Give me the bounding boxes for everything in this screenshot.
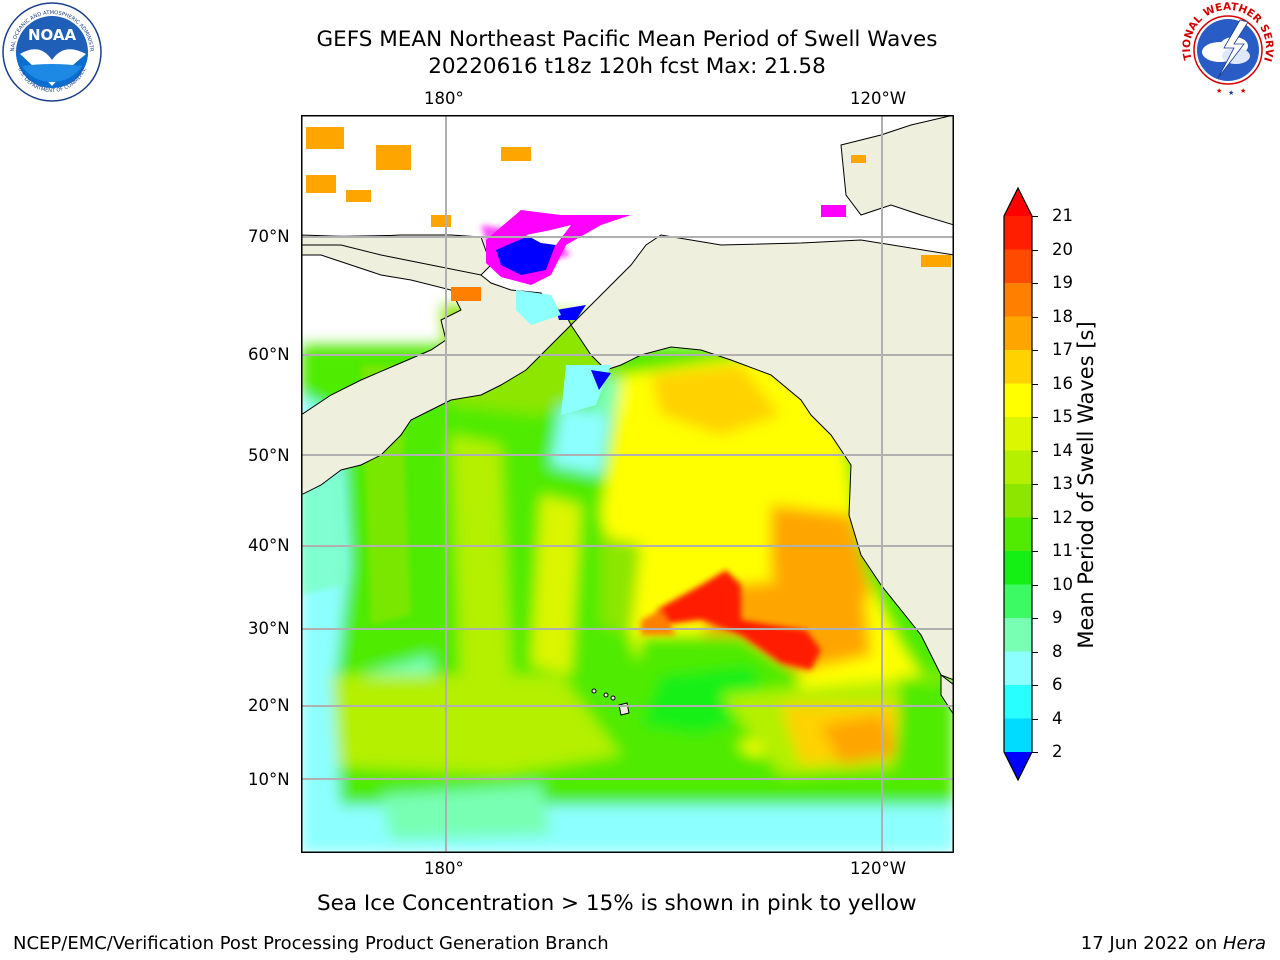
lat-label-70n: 70°N xyxy=(248,227,290,246)
colorbar-tick-label: 20 xyxy=(1052,239,1073,259)
colorbar-segment xyxy=(1004,551,1032,585)
sea-ice-caption: Sea Ice Concentration > 15% is shown in … xyxy=(317,891,917,916)
map-title: GEFS MEAN Northeast Pacific Mean Period … xyxy=(316,27,938,52)
bottom-lon-label-180: 180° xyxy=(424,859,464,878)
colorbar-segment xyxy=(1004,417,1032,451)
colorbar-segment xyxy=(1004,316,1032,351)
colorbar-tick-label: 19 xyxy=(1052,273,1073,292)
footer-left: NCEP/EMC/Verification Post Processing Pr… xyxy=(13,933,609,954)
colorbar-tick-mark xyxy=(1032,283,1038,284)
colorbar-top-triangle xyxy=(1004,188,1032,216)
colorbar-tick-label: 10 xyxy=(1052,574,1073,594)
colorbar-segment xyxy=(1004,350,1032,384)
svg-text:★: ★ xyxy=(1228,89,1234,97)
colorbar-segment xyxy=(1004,718,1032,753)
colorbar-bottom-triangle xyxy=(1004,752,1032,780)
colorbar-tick-label: 14 xyxy=(1052,440,1073,460)
colorbar-tick-mark xyxy=(1032,216,1038,217)
colorbar-tick-mark xyxy=(1032,752,1038,753)
colorbar-tick-mark xyxy=(1032,584,1038,586)
colorbar-segment xyxy=(1004,484,1032,518)
colorbar-tick-mark xyxy=(1032,618,1038,619)
colorbar-tick-mark xyxy=(1032,517,1038,519)
colorbar-tick-label: 15 xyxy=(1052,407,1073,426)
colorbar-segment xyxy=(1004,216,1032,250)
lat-label-20n: 20°N xyxy=(248,696,290,715)
colorbar-segment xyxy=(1004,249,1032,284)
colorbar-tick-label: 6 xyxy=(1052,675,1063,694)
colorbar-tick-mark xyxy=(1032,651,1038,653)
bottom-lon-label-120w: 120°W xyxy=(850,859,907,878)
colorbar-tick-label: 21 xyxy=(1052,206,1073,225)
top-lon-label-180: 180° xyxy=(424,89,464,108)
lat-label-60n: 60°N xyxy=(248,345,290,364)
top-lon-label-120w: 120°W xyxy=(850,89,907,108)
lat-label-10n: 10°N xyxy=(248,770,290,789)
colorbar-segment xyxy=(1004,584,1032,619)
colorbar-segment xyxy=(1004,383,1032,418)
colorbar-label: Mean Period of Swell Waves [s] xyxy=(1074,321,1098,649)
footer-right: 17 Jun 2022 on Hera xyxy=(1081,933,1266,954)
colorbar-segment xyxy=(1004,517,1032,552)
noaa-logo-text: NOAA xyxy=(28,26,77,44)
colorbar-tick-mark xyxy=(1032,450,1038,452)
colorbar-tick-label: 16 xyxy=(1052,373,1073,393)
colorbar-tick-label: 2 xyxy=(1052,742,1063,761)
sea-ice-patches xyxy=(306,127,951,415)
colorbar-segment xyxy=(1004,283,1032,317)
colorbar-tick-label: 8 xyxy=(1052,641,1063,661)
map-subtitle: 20220616 t18z 120h fcst Max: 21.58 xyxy=(428,54,826,79)
colorbar-segment xyxy=(1004,685,1032,719)
colorbar-tick-mark xyxy=(1032,350,1038,351)
colorbar-tick-mark xyxy=(1032,383,1038,385)
footer-date: 17 Jun 2022 on xyxy=(1080,933,1223,954)
map-svg xyxy=(301,115,954,853)
russia-land xyxy=(301,234,492,276)
arctic-islands xyxy=(840,115,954,226)
colorbar-tick-mark xyxy=(1032,551,1038,552)
colorbar-segment xyxy=(1004,450,1032,485)
colorbar-tick-mark xyxy=(1032,316,1038,318)
colorbar-svg xyxy=(1003,186,1033,782)
colorbar-tick-label: 4 xyxy=(1052,708,1063,728)
colorbar xyxy=(1000,186,1040,782)
canada-land xyxy=(570,234,954,681)
colorbar-tick-mark xyxy=(1032,417,1038,418)
footer-host: Hera xyxy=(1222,933,1266,954)
colorbar-tick-label: 12 xyxy=(1052,507,1073,527)
svg-text:★: ★ xyxy=(1240,87,1246,95)
colorbar-tick-label: 17 xyxy=(1052,340,1073,359)
nws-logo: NATIONAL WEATHER SERVICE ★ ★ ★ xyxy=(1174,0,1278,100)
lat-label-50n: 50°N xyxy=(248,446,290,465)
noaa-logo: NOAA NATIONAL OCEANIC AND ATMOSPHERIC AD… xyxy=(0,0,102,102)
map-panel xyxy=(301,115,954,853)
colorbar-tick-mark xyxy=(1032,718,1038,720)
colorbar-segment xyxy=(1004,618,1032,652)
lat-label-40n: 40°N xyxy=(248,536,290,555)
colorbar-tick-mark xyxy=(1032,685,1038,686)
colorbar-tick-label: 11 xyxy=(1052,541,1073,560)
lat-label-30n: 30°N xyxy=(248,619,290,638)
gridlines xyxy=(301,115,954,853)
colorbar-tick-mark xyxy=(1032,484,1038,485)
svg-text:★: ★ xyxy=(1216,87,1222,95)
colorbar-segment xyxy=(1004,651,1032,686)
colorbar-tick-label: 9 xyxy=(1052,608,1063,627)
colorbar-tick-mark xyxy=(1032,249,1038,251)
map-frame xyxy=(301,115,954,853)
colorbar-tick-label: 18 xyxy=(1052,306,1073,326)
colorbar-tick-label: 13 xyxy=(1052,474,1073,493)
